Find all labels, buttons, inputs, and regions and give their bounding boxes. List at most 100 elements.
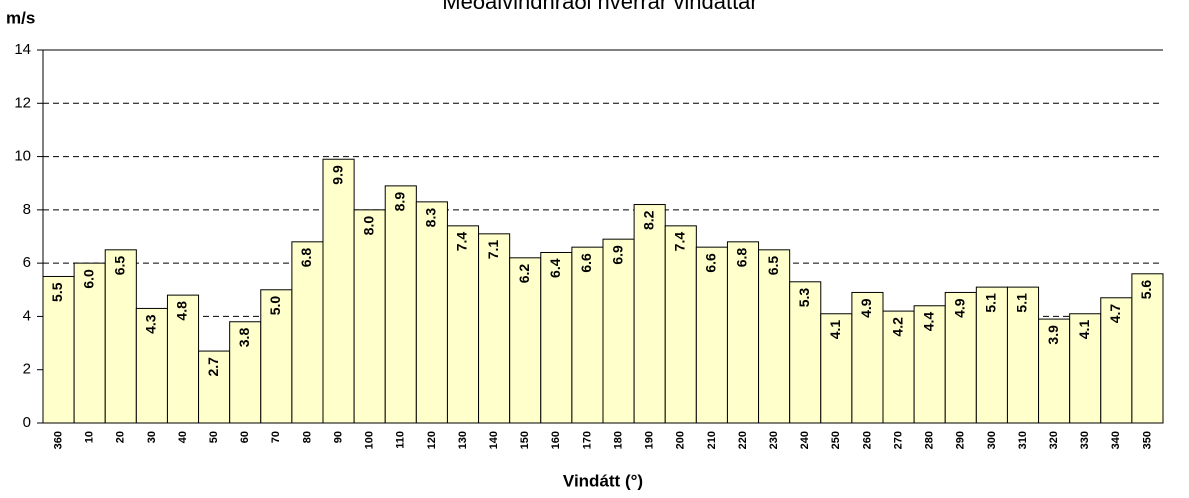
value-label: 4.1: [1076, 320, 1092, 340]
value-label: 4.9: [951, 298, 967, 318]
y-axis-label: m/s: [6, 8, 35, 27]
x-tick-label: 350: [1141, 431, 1153, 449]
value-label: 6.5: [765, 256, 781, 276]
y-tick-label: 4: [23, 307, 31, 324]
bar: [322, 158, 355, 424]
value-label: 6.6: [578, 253, 594, 273]
x-tick-label: 330: [1079, 431, 1091, 449]
x-axis-label: Vindátt (°): [563, 471, 643, 490]
x-tick-label: 150: [519, 431, 531, 449]
bar: [571, 246, 604, 424]
y-tick-label: 0: [23, 414, 31, 431]
bar: [975, 286, 1008, 424]
x-tick-label: 60: [239, 431, 251, 443]
bar: [353, 209, 386, 424]
value-label: 4.8: [174, 301, 190, 321]
bar: [1131, 273, 1164, 424]
value-label: 6.2: [516, 264, 532, 284]
x-tick-label: 170: [581, 431, 593, 449]
value-label: 3.9: [1045, 325, 1061, 345]
x-tick-label: 280: [924, 431, 936, 449]
bar: [944, 291, 977, 424]
x-tick-label: 160: [550, 431, 562, 449]
value-label: 4.3: [143, 314, 159, 334]
x-tick-label: 250: [830, 431, 842, 449]
x-tick-label: 130: [457, 431, 469, 449]
y-tick-label: 12: [14, 94, 31, 111]
value-label: 6.5: [111, 256, 127, 276]
x-tick-label: 110: [395, 431, 407, 449]
x-tick-label: 100: [364, 431, 376, 449]
bar: [758, 249, 791, 424]
value-label: 6.0: [80, 269, 96, 289]
bar: [166, 294, 200, 424]
x-tick-label: 50: [208, 431, 220, 443]
y-tick-label: 14: [14, 41, 31, 58]
x-tick-label: 310: [1017, 431, 1029, 449]
y-tick-label: 6: [23, 254, 31, 271]
value-label: 7.4: [671, 232, 687, 252]
value-label: 5.1: [1014, 293, 1030, 313]
bar: [820, 313, 853, 424]
value-label: 8.2: [640, 210, 656, 230]
x-tick-label: 320: [1048, 431, 1060, 449]
value-label: 6.8: [298, 248, 314, 268]
y-tick-label: 10: [14, 148, 31, 165]
y-tick-label: 8: [23, 201, 31, 218]
value-label: 6.6: [703, 253, 719, 273]
x-tick-label: 200: [675, 431, 687, 449]
bar: [789, 281, 822, 424]
x-tick-label: 260: [861, 431, 873, 449]
x-tick-label: 30: [146, 431, 158, 443]
bar: [478, 233, 511, 424]
value-label: 2.7: [205, 357, 221, 377]
bar: [1006, 286, 1040, 424]
value-label: 5.0: [267, 296, 283, 316]
value-label: 8.0: [360, 216, 376, 236]
x-tick-label: 190: [644, 431, 656, 449]
value-label: 6.4: [547, 258, 563, 278]
x-tick-label: 140: [488, 431, 500, 449]
value-label: 5.1: [983, 293, 999, 313]
bar: [851, 291, 884, 424]
x-tick-label: 40: [177, 431, 189, 443]
value-label: 8.9: [391, 192, 407, 212]
value-label: 5.3: [796, 288, 812, 308]
value-label: 4.4: [920, 312, 936, 332]
x-tick-label: 90: [332, 431, 344, 443]
bar: [633, 204, 666, 424]
bar: [415, 201, 448, 424]
x-tick-label: 360: [52, 431, 64, 449]
x-tick-label: 240: [799, 431, 811, 449]
value-label: 9.9: [329, 165, 345, 185]
x-tick-label: 20: [115, 431, 127, 443]
value-label: 7.1: [485, 240, 501, 260]
bar: [726, 241, 760, 424]
value-label: 5.6: [1138, 280, 1154, 300]
bar: [913, 305, 946, 424]
x-tick-label: 120: [426, 431, 438, 449]
y-tick-label: 2: [23, 361, 31, 378]
x-tick-label: 70: [270, 431, 282, 443]
x-tick-label: 340: [1110, 431, 1122, 449]
x-tick-label: 220: [737, 431, 749, 449]
bar: [602, 238, 635, 424]
value-label: 4.9: [858, 298, 874, 318]
bar: [664, 225, 697, 424]
bar: [509, 257, 542, 424]
value-label: 6.9: [609, 245, 625, 265]
value-label: 4.2: [889, 317, 905, 337]
x-tick-label: 180: [612, 431, 624, 449]
x-tick-label: 290: [955, 431, 967, 449]
x-tick-label: 210: [706, 431, 718, 449]
x-tick-label: 270: [892, 431, 904, 449]
bar: [882, 310, 915, 424]
chart-title: Meðalvindhraði hverrar vindáttar: [442, 0, 758, 14]
value-label: 7.4: [454, 232, 470, 252]
value-label: 4.1: [827, 320, 843, 340]
x-tick-label: 80: [301, 431, 313, 443]
value-label: 3.8: [236, 328, 252, 348]
x-tick-label: 10: [84, 431, 96, 443]
bar: [446, 225, 480, 424]
